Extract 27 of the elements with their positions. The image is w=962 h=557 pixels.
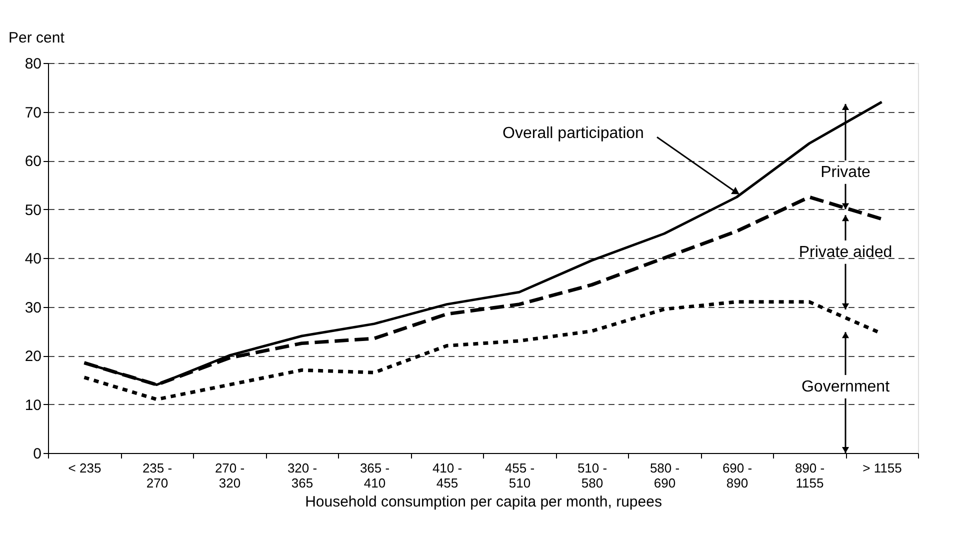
x-tick-label: 690 - 890 <box>722 460 752 490</box>
y-tick-label: 50 <box>24 202 42 219</box>
x-tick-label: 410 - 455 <box>432 460 462 490</box>
x-tick-label: < 235 <box>68 460 102 476</box>
annotation: Private aided <box>798 244 892 262</box>
x-tick-label: 510 - 580 <box>577 460 608 490</box>
x-tick-label: 320 - 365 <box>287 460 318 490</box>
x-tick-label: 235 - 270 <box>142 460 172 490</box>
y-tick-label: 40 <box>24 250 42 268</box>
y-tick-label: 20 <box>24 348 42 365</box>
x-axis-title: Household consumption per capita per month, rupees <box>305 494 662 510</box>
y-tick-label: 80 <box>24 56 42 72</box>
text: Overall participation <box>502 125 644 142</box>
y-axis-title: Per cent <box>8 30 66 46</box>
y-tick-label: 0 <box>33 446 42 462</box>
y-tick-label: 60 <box>24 153 42 170</box>
annotation: Private <box>820 164 870 182</box>
x-tick-label: 455 - 510 <box>504 460 535 490</box>
x-tick-label: 270 - 320 <box>214 460 245 490</box>
x-tick-label: 580 - 690 <box>650 460 680 490</box>
x-tick-label: > 1155 <box>862 460 902 476</box>
y-tick-label: 10 <box>24 396 42 414</box>
annotation: Government <box>801 378 890 396</box>
x-tick-label: 365 - 410 <box>360 460 390 490</box>
x-tick-label: 890 - 1155 <box>794 460 825 490</box>
y-tick-label: 70 <box>24 104 42 122</box>
y-tick-label: 30 <box>24 299 42 316</box>
